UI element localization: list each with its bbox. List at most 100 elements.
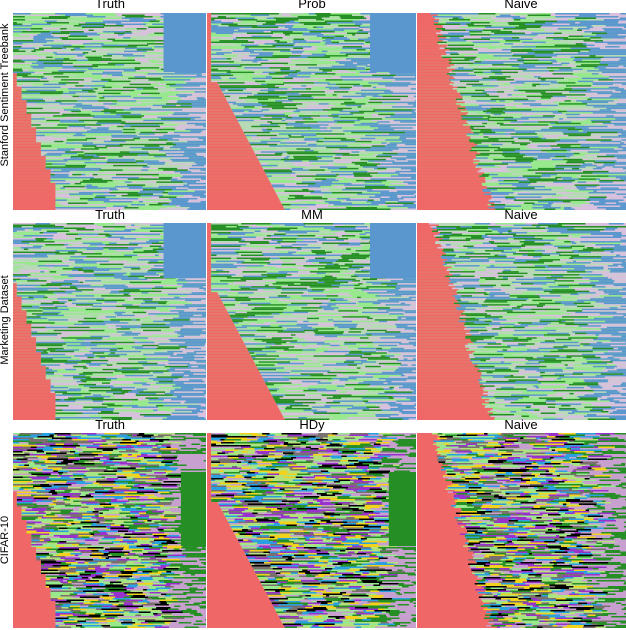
- cell: [329, 82, 349, 84]
- cell: [13, 239, 37, 242]
- cell: [518, 179, 530, 182]
- cell: [343, 92, 356, 95]
- cell: [310, 76, 333, 78]
- cell: [69, 170, 77, 173]
- cell: [308, 13, 316, 15]
- cell: [282, 74, 289, 77]
- cell: [266, 173, 278, 176]
- cell: [200, 196, 206, 198]
- cell: [93, 232, 115, 234]
- cell: [177, 185, 183, 188]
- cell: [520, 19, 532, 21]
- cell: [569, 23, 599, 26]
- cell: [53, 235, 76, 237]
- cell: [21, 89, 27, 92]
- cell: [81, 178, 90, 180]
- cell: [494, 202, 525, 204]
- cell: [335, 161, 340, 164]
- cell: [70, 157, 79, 159]
- cell: [561, 32, 592, 35]
- cell: [504, 106, 516, 108]
- cell: [404, 173, 416, 176]
- cell: [620, 58, 626, 60]
- cell: [490, 80, 516, 83]
- cell: [355, 92, 368, 95]
- cell: [53, 76, 69, 78]
- cell: [453, 82, 480, 84]
- cell: [21, 92, 41, 95]
- cell: [262, 37, 272, 39]
- cell: [124, 254, 138, 257]
- cell: [339, 95, 343, 98]
- cell: [204, 101, 206, 104]
- cell: [262, 166, 273, 168]
- cell: [168, 191, 179, 194]
- cell: [38, 47, 63, 50]
- cell: [233, 74, 257, 77]
- cell: [569, 62, 576, 65]
- cell: [477, 70, 483, 72]
- cell-red: [207, 109, 232, 111]
- cell: [511, 158, 537, 161]
- cell-red: [417, 17, 435, 20]
- cell: [270, 137, 290, 140]
- cell: [342, 46, 363, 48]
- cell: [332, 67, 355, 69]
- cell: [211, 29, 215, 32]
- cell: [62, 67, 93, 69]
- cell-red: [207, 70, 212, 72]
- cell: [271, 35, 285, 38]
- cell: [50, 170, 70, 173]
- cell: [102, 242, 110, 245]
- cell: [319, 68, 330, 71]
- cell: [529, 115, 543, 117]
- cell: [557, 61, 576, 63]
- cell: [63, 58, 70, 60]
- cell: [34, 14, 61, 16]
- cell: [323, 25, 339, 27]
- cell: [559, 137, 570, 140]
- cell: [159, 124, 178, 126]
- cell: [591, 25, 606, 27]
- cell-red: [207, 136, 247, 138]
- cell: [613, 100, 624, 102]
- cell: [378, 157, 391, 159]
- cell: [13, 65, 17, 68]
- cell: [55, 185, 64, 188]
- cell: [525, 194, 553, 197]
- cell: [620, 142, 625, 144]
- cell: [211, 70, 231, 72]
- cell: [144, 55, 174, 57]
- cell: [441, 55, 461, 57]
- cell-red: [207, 125, 241, 128]
- cell: [463, 67, 489, 69]
- cell: [478, 104, 505, 107]
- cell: [385, 169, 411, 171]
- cell: [37, 34, 52, 36]
- cell: [84, 185, 98, 188]
- cell: [602, 31, 615, 33]
- cell: [330, 23, 355, 26]
- cell: [313, 118, 336, 120]
- cell: [296, 109, 323, 111]
- cell: [164, 190, 195, 192]
- cell: [243, 28, 271, 30]
- cell: [353, 50, 370, 53]
- cell: [41, 77, 47, 80]
- cell: [140, 158, 171, 161]
- cell-red: [207, 79, 212, 81]
- cell: [260, 116, 272, 119]
- cell: [66, 176, 95, 179]
- cell-red: [417, 155, 477, 158]
- cell: [533, 170, 551, 173]
- cell: [289, 136, 304, 138]
- cell-red: [207, 185, 273, 188]
- cell: [134, 76, 146, 78]
- cell: [496, 100, 500, 102]
- cell: [152, 23, 157, 26]
- cell: [588, 191, 601, 194]
- cell: [13, 241, 22, 243]
- cell: [403, 86, 416, 89]
- cell: [356, 68, 366, 71]
- cell-red: [207, 113, 235, 116]
